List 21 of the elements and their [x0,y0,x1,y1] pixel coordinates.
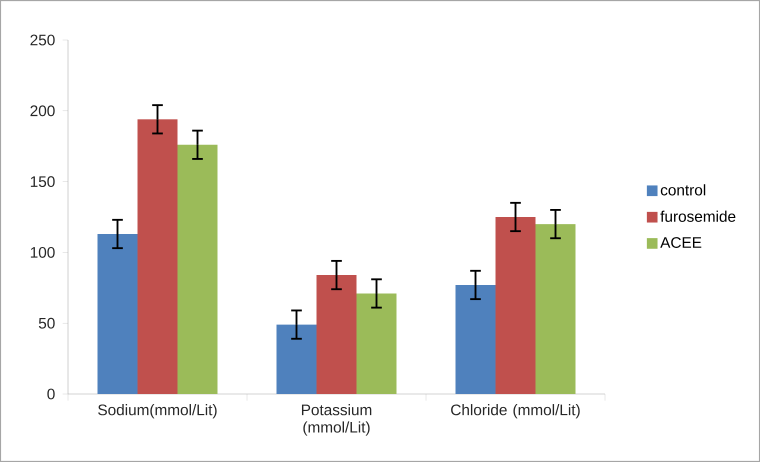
bar [356,293,396,394]
bar [138,119,178,394]
y-tick-label: 50 [38,318,55,329]
legend-label: control [660,184,706,196]
y-tick-label: 250 [30,34,55,46]
bar [276,324,317,394]
bar [536,224,576,394]
bar [98,234,138,394]
y-tick-label: 200 [30,105,55,116]
bar [316,275,357,394]
y-tick-label: 0 [47,388,55,400]
bar [178,144,218,394]
x-tick-label: Chloride (mmol/Lit) [451,404,580,418]
bar [496,217,536,394]
legend-label: ACEE [660,237,702,248]
y-tick-label: 100 [30,246,55,258]
x-tick-label: Potassium (mmol/Lit) [302,404,372,436]
bar [456,284,496,394]
legend-label: furosemide [660,210,736,222]
x-tick-label: Sodium(mmol/Lit) [98,404,217,418]
y-tick-label: 150 [30,176,55,188]
